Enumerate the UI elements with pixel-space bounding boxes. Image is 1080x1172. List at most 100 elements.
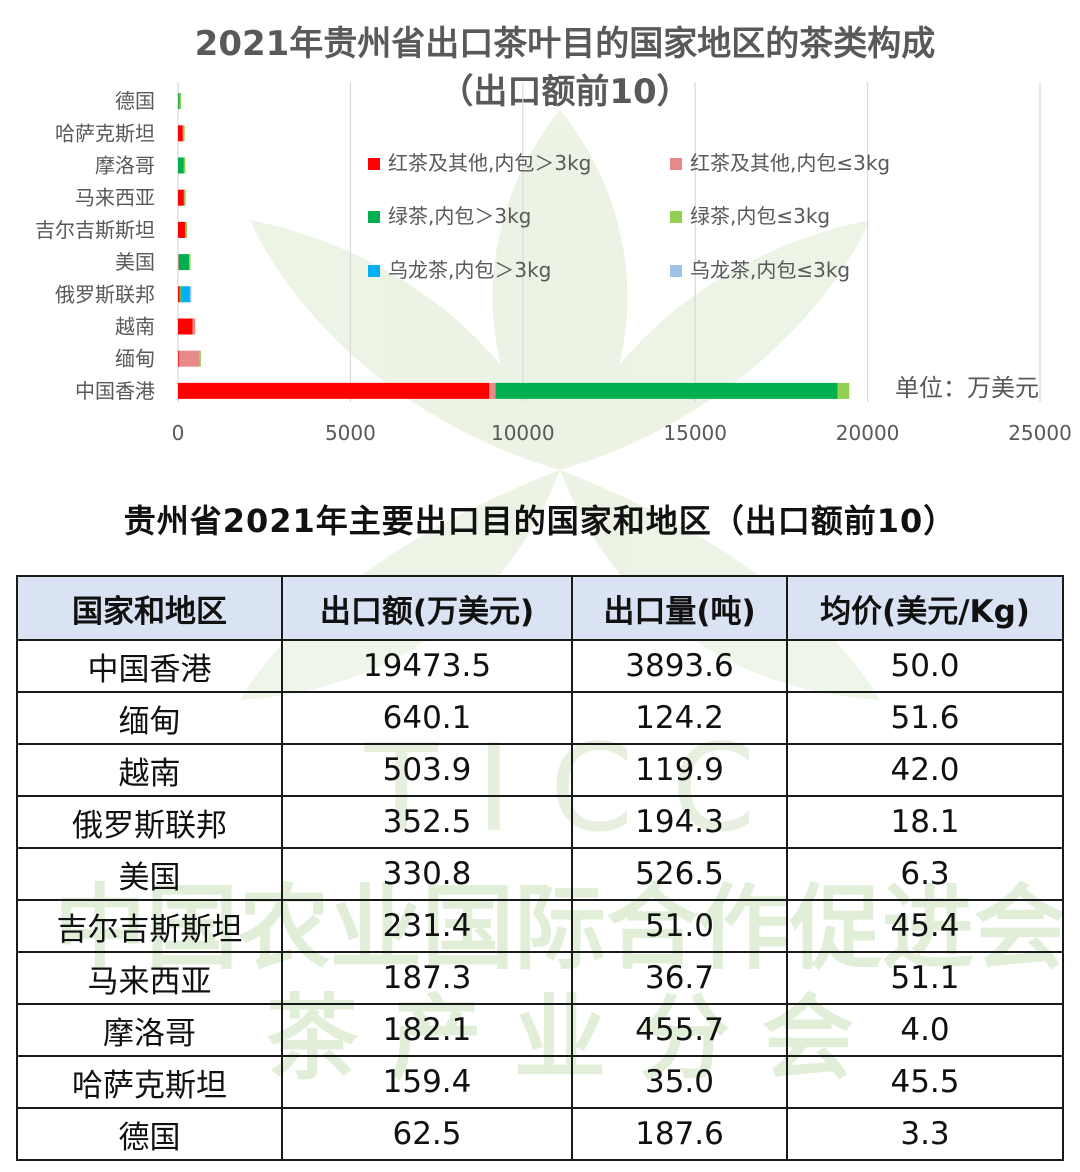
x-tick-label: 5000: [325, 421, 376, 445]
category-label: 俄罗斯联邦: [55, 282, 155, 306]
cell-export-value: 352.5: [281, 795, 573, 849]
cell-export-volume: 35.0: [571, 1055, 788, 1109]
bar-segment: [178, 189, 184, 206]
grid-lines: [177, 82, 1041, 402]
bar-segment: [178, 286, 180, 303]
stacked-bar-chart: 2021年贵州省出口茶叶目的国家地区的茶类构成 （出口额前10） 中国香港 缅甸 越…: [35, 24, 1072, 445]
bar-segment: [489, 382, 496, 399]
cell-avg-price: 3.3: [786, 1107, 1064, 1161]
table-row: 俄罗斯联邦 352.5 194.3 18.1: [16, 795, 1064, 849]
x-tick-label: 10000: [491, 421, 555, 445]
bar-segment: [183, 125, 185, 142]
bar-segment: [178, 382, 490, 399]
cell-export-volume: 36.7: [571, 951, 788, 1005]
bar-segment: [178, 254, 190, 271]
legend-swatch: [368, 265, 380, 277]
bar-segment: [184, 189, 186, 206]
category-labels: 中国香港 缅甸 越南 俄罗斯联邦 美国 吉尔吉斯斯坦 马来西亚 摩洛哥 哈萨克斯坦 德国: [35, 89, 155, 403]
legend-label: 乌龙茶,内包≤3kg: [690, 258, 850, 282]
cell-export-value: 19473.5: [281, 639, 573, 693]
cell-avg-price: 51.1: [786, 951, 1064, 1005]
table-row: 美国 330.8 526.5 6.3: [16, 847, 1064, 901]
bar-segment: [199, 350, 201, 367]
bar-segment: [178, 93, 180, 110]
category-label: 中国香港: [75, 379, 155, 403]
cell-country: 马来西亚: [16, 951, 283, 1005]
cell-avg-price: 18.1: [786, 795, 1064, 849]
legend-swatch: [670, 265, 682, 277]
cell-export-volume: 187.6: [571, 1107, 788, 1161]
cell-export-volume: 3893.6: [571, 639, 788, 693]
legend-label: 绿茶,内包＞3kg: [388, 204, 531, 228]
category-label: 越南: [115, 315, 155, 339]
cell-export-volume: 124.2: [571, 691, 788, 745]
chart-title: 2021年贵州省出口茶叶目的国家地区的茶类构成: [195, 24, 936, 64]
x-tick-label: 20000: [836, 421, 900, 445]
table-header-row: 国家和地区 出口额(万美元) 出口量(吨) 均价(美元/Kg): [16, 575, 1064, 641]
bar-segment: [178, 157, 184, 174]
cell-export-value: 330.8: [281, 847, 573, 901]
x-tick-label: 15000: [663, 421, 727, 445]
cell-export-value: 503.9: [281, 743, 573, 797]
bar-segment: [192, 318, 196, 335]
legend-swatch: [368, 211, 380, 223]
header-export-value: 出口额(万美元): [281, 575, 573, 641]
cell-export-value: 159.4: [281, 1055, 573, 1109]
table-row: 吉尔吉斯斯坦 231.4 51.0 45.4: [16, 899, 1064, 953]
cell-avg-price: 42.0: [786, 743, 1064, 797]
x-tick-label: 0: [172, 421, 185, 445]
cell-avg-price: 45.5: [786, 1055, 1064, 1109]
bars: [178, 93, 850, 399]
chart-subtitle: （出口额前10）: [439, 72, 690, 112]
cell-country: 中国香港: [16, 639, 283, 693]
legend-swatch: [368, 158, 380, 170]
legend-swatch: [670, 211, 682, 223]
bar-segment: [179, 286, 181, 303]
bar-segment: [837, 382, 850, 399]
table-row: 缅甸 640.1 124.2 51.6: [16, 691, 1064, 745]
header-export-volume: 出口量(吨): [571, 575, 788, 641]
legend-label: 红茶及其他,内包≤3kg: [690, 151, 890, 175]
cell-export-volume: 455.7: [571, 1003, 788, 1057]
bar-segment: [189, 254, 191, 271]
cell-export-volume: 526.5: [571, 847, 788, 901]
table-row: 德国 62.5 187.6 3.3: [16, 1107, 1064, 1161]
cell-country: 越南: [16, 743, 283, 797]
cell-avg-price: 6.3: [786, 847, 1064, 901]
cell-country: 摩洛哥: [16, 1003, 283, 1057]
cell-avg-price: 45.4: [786, 899, 1064, 953]
category-label: 哈萨克斯坦: [55, 121, 155, 145]
cell-country: 吉尔吉斯斯坦: [16, 899, 283, 953]
bar-segment: [183, 157, 186, 174]
cell-export-value: 187.3: [281, 951, 573, 1005]
cell-export-value: 182.1: [281, 1003, 573, 1057]
cell-export-value: 62.5: [281, 1107, 573, 1161]
bar-segment: [178, 221, 186, 238]
header-country: 国家和地区: [16, 575, 283, 641]
bar-segment: [178, 350, 200, 367]
bar-segment: [179, 93, 182, 110]
category-label: 马来西亚: [75, 186, 155, 210]
bar-segment: [178, 318, 193, 335]
header-avg-price: 均价(美元/Kg): [786, 575, 1064, 641]
legend-swatch: [670, 158, 682, 170]
export-table: 国家和地区 出口额(万美元) 出口量(吨) 均价(美元/Kg) 中国香港 1947…: [16, 575, 1064, 1161]
legend: 红茶及其他,内包＞3kg 红茶及其他,内包≤3kg 绿茶,内包＞3kg 绿茶,内包≤3…: [368, 151, 890, 282]
cell-export-volume: 194.3: [571, 795, 788, 849]
x-tick-labels: 0 5000 10000 15000 20000 25000: [172, 421, 1072, 445]
bar-segment: [181, 286, 190, 303]
cell-export-volume: 119.9: [571, 743, 788, 797]
x-tick-label: 25000: [1008, 421, 1072, 445]
table-row: 马来西亚 187.3 36.7 51.1: [16, 951, 1064, 1005]
bar-segment: [185, 221, 188, 238]
category-label: 缅甸: [115, 347, 155, 371]
cell-country: 德国: [16, 1107, 283, 1161]
category-label: 吉尔吉斯斯坦: [35, 218, 155, 242]
table-row: 摩洛哥 182.1 455.7 4.0: [16, 1003, 1064, 1057]
table-title: 贵州省2021年主要出口目的国家和地区（出口额前10）: [123, 502, 957, 540]
cell-export-volume: 51.0: [571, 899, 788, 953]
cell-export-value: 231.4: [281, 899, 573, 953]
bar-segment: [178, 125, 183, 142]
cell-country: 缅甸: [16, 691, 283, 745]
cell-avg-price: 4.0: [786, 1003, 1064, 1057]
